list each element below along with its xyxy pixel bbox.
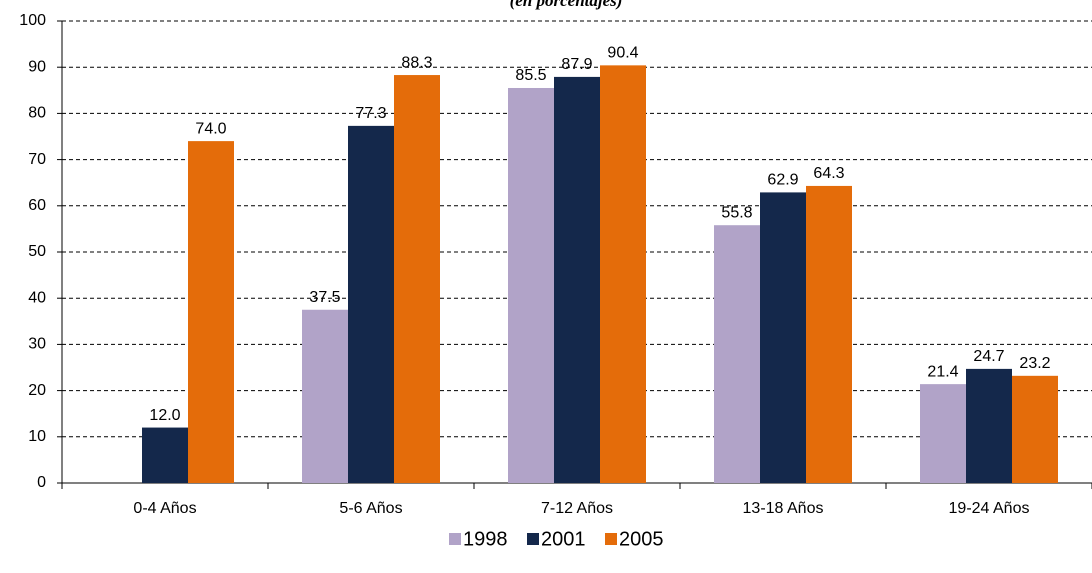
x-tick-label: 13-18 Años [743,500,824,517]
data-label: 24.7 [973,348,1004,365]
x-tick-label: 19-24 Años [949,500,1030,517]
data-label: 64.3 [813,165,844,182]
chart-subtitle: (en porcentajes) [510,0,623,10]
legend-swatch [527,533,539,545]
y-tick-label: 100 [19,12,46,29]
y-tick-label: 10 [28,428,46,445]
legend-label: 1998 [463,528,508,550]
bar [394,75,440,483]
data-label: 55.8 [721,204,752,221]
data-label: 85.5 [515,67,546,84]
x-tick-label: 7-12 Años [541,500,613,517]
x-tick-label: 0-4 Años [133,500,196,517]
data-label: 62.9 [767,172,798,189]
y-tick-label: 60 [28,197,46,214]
bar [920,384,966,483]
y-tick-label: 90 [28,58,46,75]
bar [142,427,188,483]
bar [188,141,234,483]
legend-label: 2001 [541,528,586,550]
data-label: 74.0 [195,120,226,137]
y-tick-label: 40 [28,289,46,306]
bar [806,185,852,483]
bar [348,125,394,484]
data-label: 21.4 [927,363,958,380]
y-tick-label: 0 [37,474,46,491]
y-tick-label: 70 [28,151,46,168]
data-label: 90.4 [607,45,638,62]
y-tick-label: 20 [28,382,46,399]
legend-swatch [449,533,461,545]
data-label: 12.0 [149,407,180,424]
data-label: 87.9 [561,56,592,73]
legend-label: 2005 [619,528,664,550]
bar [966,368,1012,483]
x-tick-label: 5-6 Años [339,500,402,517]
data-label: 23.2 [1019,355,1050,372]
y-tick-label: 30 [28,336,46,353]
bar [760,192,806,484]
bar [1012,375,1058,483]
y-tick-label: 50 [28,243,46,260]
bar [600,65,646,484]
data-label: 88.3 [401,54,432,71]
bar [302,309,348,483]
bar [714,225,760,484]
bar [554,76,600,483]
bar [508,87,554,484]
data-label: 77.3 [355,105,386,122]
legend-swatch [605,533,617,545]
y-tick-label: 80 [28,105,46,122]
data-label: 37.5 [309,289,340,306]
